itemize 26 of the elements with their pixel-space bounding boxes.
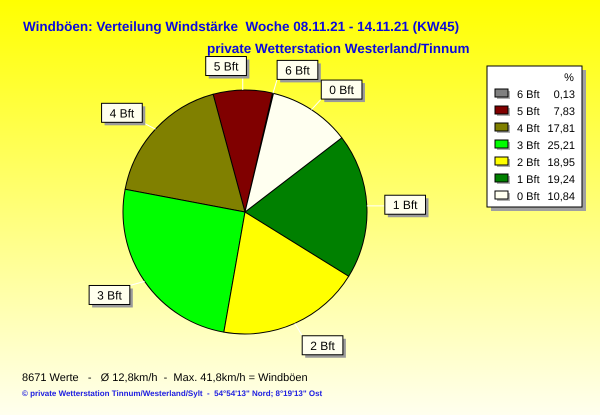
data-label: 10,84 bbox=[547, 191, 575, 203]
slice-label: 3 Bft bbox=[97, 288, 122, 302]
slice-label: 6 Bft bbox=[285, 63, 310, 78]
data-label: 18,95 bbox=[547, 157, 575, 169]
slice-label: 1 Bft bbox=[392, 198, 418, 212]
chart-subtitle: private Wetterstation Westerland/Tinnum bbox=[207, 41, 470, 56]
legend-label: 6 Bft bbox=[517, 89, 540, 101]
data-label: 17,81 bbox=[547, 123, 575, 135]
legend-label: 3 Bft bbox=[517, 140, 540, 152]
data-label: 7,83 bbox=[554, 106, 575, 118]
text: 8671 Werte - Ø 12,8km/h - Max. 41,8km/h = Windböen bbox=[22, 372, 308, 384]
slice-label: 2 Bft bbox=[310, 338, 336, 353]
data-label: 19,24 bbox=[547, 174, 575, 186]
legend-title: % bbox=[564, 72, 574, 84]
slice-label: 5 Bft bbox=[214, 60, 240, 74]
slice-label: 4 Bft bbox=[110, 106, 135, 120]
legend-label: 5 Bft bbox=[517, 106, 540, 118]
legend-label: 1 Bft bbox=[517, 174, 540, 186]
data-label: 25,21 bbox=[547, 140, 575, 152]
data-label: 0,13 bbox=[554, 89, 575, 101]
legend-label: 2 Bft bbox=[517, 157, 540, 169]
legend-label: 4 Bft bbox=[517, 123, 540, 135]
slice-label: 0 Bft bbox=[329, 83, 355, 98]
chart-title: Windböen: Verteilung Windstärke Woche 08.11.21 - 14.11.21 (KW45) bbox=[23, 19, 460, 34]
text: © private Wetterstation Tinnum/Westerland/Sylt - 54°54'13" Nord; 8°19'13" Ost bbox=[22, 389, 323, 398]
legend-label: 0 Bft bbox=[517, 191, 540, 203]
